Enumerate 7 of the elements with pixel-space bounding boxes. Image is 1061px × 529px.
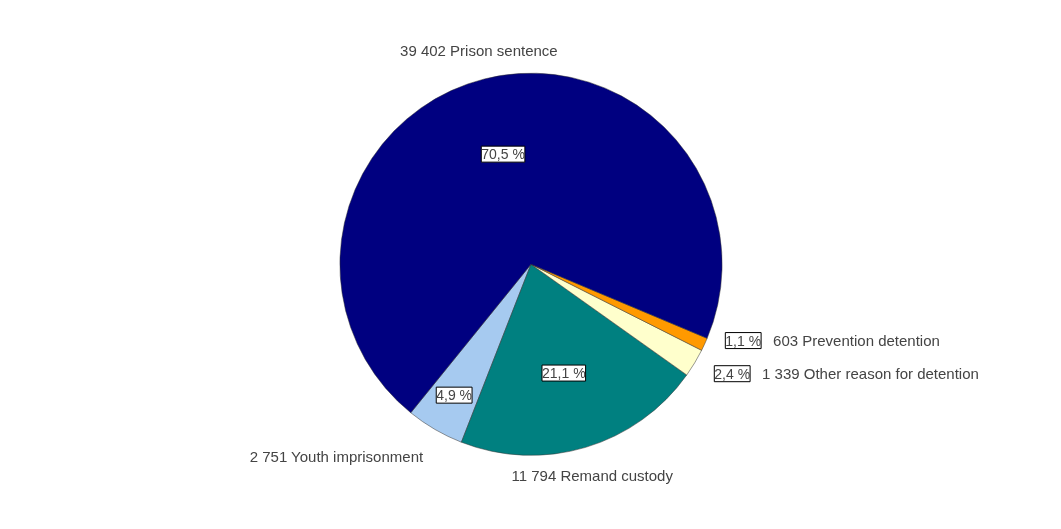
slice-label: 603 Prevention detention <box>773 332 940 350</box>
slice-label: 1 339 Other reason for detention <box>762 365 979 383</box>
data-label: 2,4 % <box>714 365 751 382</box>
slice-label: 39 402 Prison sentence <box>400 41 558 59</box>
data-label: 1,1 % <box>725 332 762 349</box>
slice-label: 11 794 Remand custody <box>511 467 674 485</box>
slice-label: 2 751 Youth imprisonment <box>249 447 424 465</box>
